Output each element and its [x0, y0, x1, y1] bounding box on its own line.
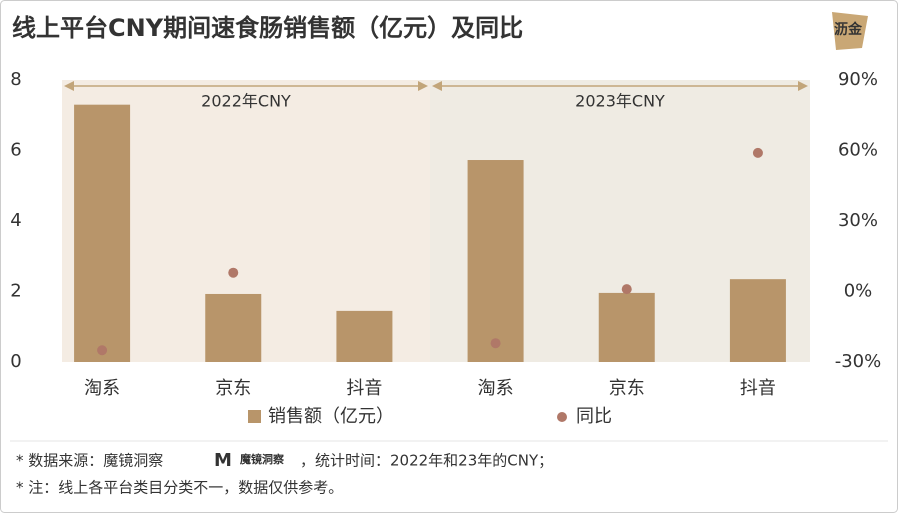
- group-label: 2023年CNY: [575, 92, 665, 111]
- legend-label: 销售额（亿元）: [268, 406, 394, 427]
- bar: [467, 160, 524, 362]
- y-tick-label: 8: [10, 69, 21, 90]
- y2-tick-label: 0%: [844, 281, 873, 302]
- bar: [598, 292, 655, 362]
- arrow-head: [64, 81, 74, 91]
- x-tick-label: 抖音: [740, 378, 776, 399]
- y-tick-label: 4: [10, 210, 21, 231]
- logo-icon: M: [214, 450, 232, 471]
- y2-tick-label: 30%: [838, 210, 878, 231]
- x-tick-label: 淘系: [478, 378, 514, 399]
- y2-tick-label: 60%: [838, 140, 878, 161]
- logo-badge: [832, 12, 868, 50]
- legend-label: 同比: [576, 406, 612, 427]
- arrow-head: [432, 81, 442, 91]
- footnote-time: ，统计时间：2022年和23年的CNY；: [300, 452, 553, 470]
- x-tick-label: 淘系: [84, 378, 120, 399]
- y2-tick-label: -30%: [835, 351, 882, 372]
- x-tick-label: 抖音: [346, 378, 382, 399]
- x-tick-label: 京东: [215, 378, 251, 399]
- chart-title: 线上平台CNY期间速食肠销售额（亿元）及同比: [12, 14, 523, 42]
- footnote-note: * 注：线上各平台类目分类不一，数据仅供参考。: [16, 479, 343, 497]
- y2-tick-label: 90%: [838, 69, 878, 90]
- legend-marker: [248, 410, 261, 423]
- dot: [228, 267, 239, 278]
- legend-marker: [557, 412, 567, 422]
- bar: [336, 310, 393, 362]
- footnote-source: * 数据来源：魔镜洞察: [16, 452, 163, 470]
- footnote-logo: 魔镜洞察: [240, 452, 285, 466]
- bar: [74, 104, 131, 363]
- y-tick-label: 2: [10, 281, 21, 302]
- y-tick-label: 6: [10, 140, 21, 161]
- dot: [97, 345, 108, 356]
- dot: [752, 147, 763, 158]
- bar: [729, 279, 786, 362]
- y-tick-label: 0: [10, 351, 21, 372]
- arrow-head: [798, 81, 808, 91]
- dot: [621, 284, 632, 295]
- arrow-head: [418, 81, 428, 91]
- group-label: 2022年CNY: [201, 92, 291, 111]
- x-tick-label: 京东: [609, 378, 645, 399]
- watermark: 沥金: [834, 21, 863, 38]
- bar: [205, 293, 262, 362]
- dot: [490, 338, 501, 349]
